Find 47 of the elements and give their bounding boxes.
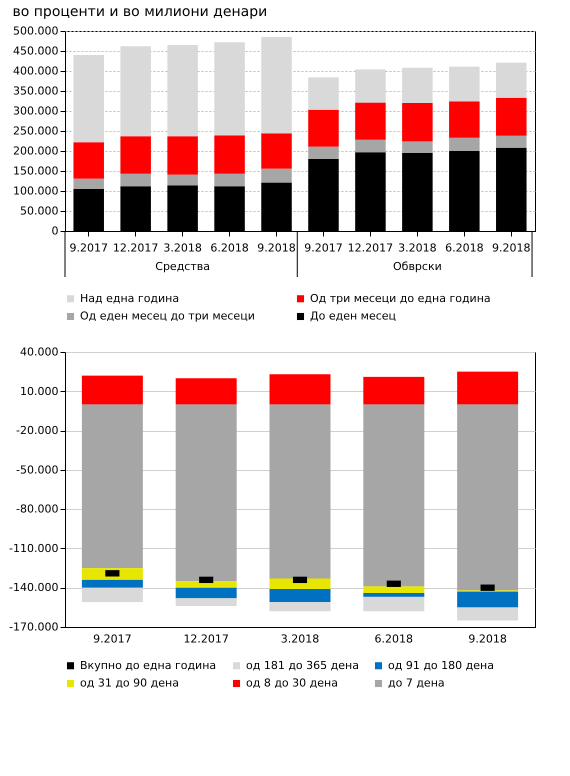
legend-label: до 7 дена xyxy=(388,676,445,690)
y-tick-label: 500.000 xyxy=(13,24,58,38)
y-tick-label: 40.000 xyxy=(20,346,58,358)
x-tick-label: 9.2018 xyxy=(257,242,296,254)
x-tick-label: 9.2018 xyxy=(468,632,507,646)
y-tick-label: -80.000 xyxy=(16,502,58,516)
x-tick-label: 9.2018 xyxy=(492,242,531,254)
y-tick-label: 50.000 xyxy=(20,204,58,218)
y-tick-label: 350.000 xyxy=(13,84,58,98)
x-tick-label: 3.2018 xyxy=(163,242,202,254)
x-tick-label: 12.2017 xyxy=(183,632,229,646)
legend-label: од 181 до 365 дена xyxy=(246,658,359,672)
y-tick-label: 450.000 xyxy=(13,44,58,58)
text: Обврски xyxy=(393,260,442,273)
y-tick-label: -170.000 xyxy=(9,620,58,634)
y-tick-label: 0 xyxy=(52,224,58,238)
x-tick-label: 6.2018 xyxy=(210,242,249,254)
y-tick-label: -110.000 xyxy=(9,542,58,555)
y-tick-label: 250.000 xyxy=(13,124,58,138)
y-tick-label: 100.000 xyxy=(13,184,58,198)
x-tick-label: 9.2017 xyxy=(69,242,108,254)
y-tick-label: 400.000 xyxy=(13,64,58,78)
y-tick-label: -50.000 xyxy=(16,463,58,476)
legend-label: од 8 до 30 дена xyxy=(246,676,338,690)
x-tick-label: 3.2018 xyxy=(280,632,320,646)
y-tick-label: -140.000 xyxy=(9,581,58,594)
y-tick-label: 300.000 xyxy=(13,104,58,118)
x-tick-label: 3.2018 xyxy=(398,242,437,254)
legend-label: Од три месеци до една година xyxy=(310,292,491,305)
y-tick-label: 200.000 xyxy=(13,144,58,158)
legend-label: Над една година xyxy=(80,292,180,305)
legend-label: До еден месец xyxy=(310,310,396,322)
x-tick-label: 6.2018 xyxy=(374,632,414,646)
x-tick-label: 12.2017 xyxy=(112,242,158,254)
legend-label: Од еден месец до три месеци xyxy=(80,310,255,322)
x-tick-label: 9.2017 xyxy=(93,632,132,646)
legend-label: од 31 до 90 дена xyxy=(80,676,179,690)
chart-title: во проценти и во милиони денари xyxy=(12,4,268,20)
legend-label: од 91 до 180 дена xyxy=(388,658,494,672)
legend-label: Вкупно до една година xyxy=(80,658,216,672)
y-tick-label: -20.000 xyxy=(16,424,58,438)
y-tick-label: 150.000 xyxy=(13,164,58,178)
text: Средства xyxy=(155,260,210,273)
x-tick-label: 9.2017 xyxy=(304,242,343,254)
x-tick-label: 6.2018 xyxy=(445,242,484,254)
x-tick-label: 12.2017 xyxy=(348,242,394,254)
y-tick-label: 10.000 xyxy=(20,384,58,398)
